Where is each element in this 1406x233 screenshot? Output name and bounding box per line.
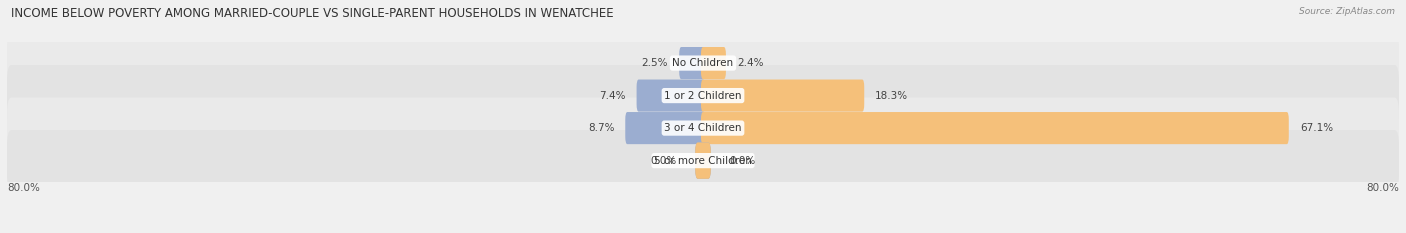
- FancyBboxPatch shape: [679, 47, 704, 79]
- Text: 7.4%: 7.4%: [599, 91, 626, 101]
- FancyBboxPatch shape: [7, 98, 1399, 159]
- Text: 5 or more Children: 5 or more Children: [654, 156, 752, 166]
- FancyBboxPatch shape: [702, 79, 865, 112]
- Text: 18.3%: 18.3%: [876, 91, 908, 101]
- Text: INCOME BELOW POVERTY AMONG MARRIED-COUPLE VS SINGLE-PARENT HOUSEHOLDS IN WENATCH: INCOME BELOW POVERTY AMONG MARRIED-COUPL…: [11, 7, 614, 20]
- Text: 80.0%: 80.0%: [7, 183, 39, 193]
- Text: 3 or 4 Children: 3 or 4 Children: [664, 123, 742, 133]
- FancyBboxPatch shape: [695, 142, 711, 179]
- Text: 8.7%: 8.7%: [588, 123, 614, 133]
- Text: 0.0%: 0.0%: [651, 156, 676, 166]
- FancyBboxPatch shape: [702, 112, 1289, 144]
- FancyBboxPatch shape: [7, 33, 1399, 94]
- Text: 2.4%: 2.4%: [737, 58, 763, 68]
- FancyBboxPatch shape: [7, 65, 1399, 126]
- FancyBboxPatch shape: [695, 142, 711, 179]
- Text: 1 or 2 Children: 1 or 2 Children: [664, 91, 742, 101]
- FancyBboxPatch shape: [637, 79, 704, 112]
- FancyBboxPatch shape: [7, 130, 1399, 191]
- Text: 0.0%: 0.0%: [730, 156, 755, 166]
- Text: 80.0%: 80.0%: [1367, 183, 1399, 193]
- FancyBboxPatch shape: [626, 112, 704, 144]
- Text: Source: ZipAtlas.com: Source: ZipAtlas.com: [1299, 7, 1395, 16]
- Text: 67.1%: 67.1%: [1299, 123, 1333, 133]
- Text: 2.5%: 2.5%: [641, 58, 668, 68]
- Text: No Children: No Children: [672, 58, 734, 68]
- FancyBboxPatch shape: [702, 47, 725, 79]
